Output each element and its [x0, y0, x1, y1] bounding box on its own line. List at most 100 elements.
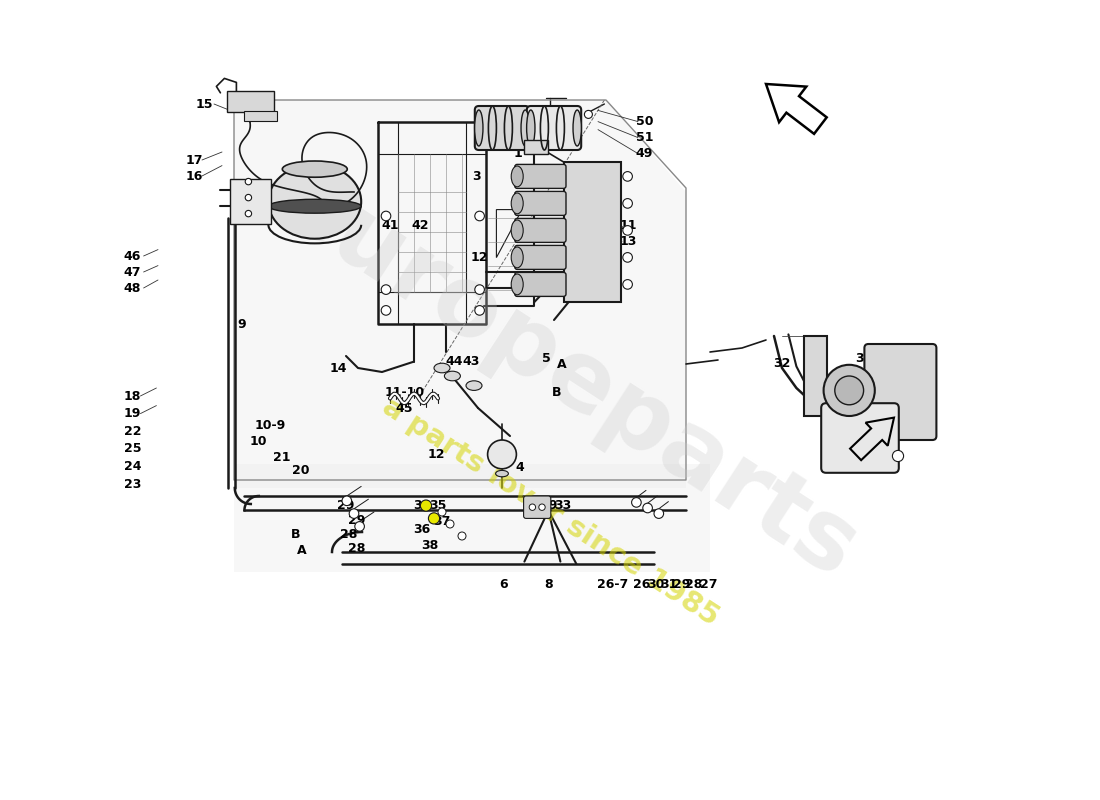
- Text: 35: 35: [429, 499, 447, 512]
- Text: 6: 6: [499, 578, 508, 590]
- Ellipse shape: [512, 247, 524, 268]
- Text: 21: 21: [273, 451, 290, 464]
- Text: 3: 3: [472, 170, 481, 182]
- Text: 19: 19: [123, 407, 141, 420]
- Text: 15: 15: [196, 98, 213, 110]
- Text: 28: 28: [348, 542, 365, 555]
- Text: B: B: [551, 386, 561, 398]
- Text: 33: 33: [554, 499, 571, 512]
- Circle shape: [623, 198, 632, 208]
- Text: 37: 37: [433, 515, 451, 528]
- Text: 26: 26: [634, 578, 651, 590]
- Circle shape: [245, 194, 252, 201]
- Circle shape: [475, 211, 484, 221]
- Text: 31: 31: [660, 578, 678, 590]
- Text: 31: 31: [855, 352, 872, 365]
- Circle shape: [623, 253, 632, 262]
- Text: 1: 1: [514, 147, 522, 160]
- Text: 11-10: 11-10: [384, 386, 425, 398]
- FancyBboxPatch shape: [865, 344, 936, 440]
- Text: 11: 11: [619, 219, 637, 232]
- Text: 29: 29: [673, 578, 691, 590]
- Text: 36: 36: [414, 523, 430, 536]
- FancyBboxPatch shape: [515, 246, 566, 270]
- Text: 25: 25: [123, 442, 141, 455]
- Ellipse shape: [466, 381, 482, 390]
- Text: A: A: [297, 544, 307, 557]
- Text: 18: 18: [123, 390, 141, 402]
- Circle shape: [342, 496, 352, 506]
- Circle shape: [349, 509, 359, 518]
- Ellipse shape: [434, 363, 450, 373]
- Ellipse shape: [512, 166, 524, 186]
- Ellipse shape: [512, 274, 524, 294]
- Text: 45: 45: [396, 402, 414, 414]
- Text: B: B: [290, 528, 300, 541]
- Bar: [524, 139, 548, 154]
- Text: 41: 41: [382, 219, 398, 232]
- Circle shape: [382, 306, 390, 315]
- Text: 12: 12: [471, 251, 488, 264]
- FancyBboxPatch shape: [227, 91, 274, 112]
- Text: A: A: [558, 358, 566, 371]
- Text: 23: 23: [123, 478, 141, 490]
- Circle shape: [428, 513, 440, 524]
- Text: europeparts: europeparts: [260, 154, 876, 598]
- Text: 10: 10: [250, 435, 266, 448]
- Circle shape: [487, 440, 516, 469]
- Text: 44: 44: [446, 355, 463, 368]
- Text: 27: 27: [700, 578, 717, 590]
- Ellipse shape: [521, 110, 529, 146]
- FancyBboxPatch shape: [515, 164, 566, 189]
- Text: 12: 12: [428, 448, 446, 461]
- Circle shape: [623, 226, 632, 235]
- Circle shape: [892, 450, 903, 462]
- Circle shape: [382, 285, 390, 294]
- Ellipse shape: [512, 193, 524, 214]
- Circle shape: [654, 509, 663, 518]
- Text: 42: 42: [411, 219, 429, 232]
- Text: 30: 30: [647, 578, 664, 590]
- FancyBboxPatch shape: [475, 106, 529, 150]
- Circle shape: [631, 498, 641, 507]
- Circle shape: [835, 376, 864, 405]
- FancyBboxPatch shape: [515, 218, 566, 242]
- FancyBboxPatch shape: [515, 272, 566, 297]
- Ellipse shape: [268, 165, 361, 238]
- Circle shape: [420, 500, 431, 511]
- Circle shape: [245, 210, 252, 217]
- Text: 29: 29: [540, 499, 557, 512]
- Polygon shape: [234, 464, 710, 572]
- Ellipse shape: [474, 110, 483, 146]
- FancyBboxPatch shape: [527, 106, 581, 150]
- Text: 28: 28: [340, 528, 358, 541]
- FancyBboxPatch shape: [230, 179, 271, 224]
- Text: 47: 47: [123, 266, 141, 278]
- Ellipse shape: [268, 199, 361, 214]
- FancyBboxPatch shape: [243, 111, 277, 121]
- Text: 17: 17: [185, 154, 202, 166]
- Text: 5: 5: [541, 352, 550, 365]
- Circle shape: [529, 504, 536, 510]
- Text: 20: 20: [292, 464, 309, 477]
- Circle shape: [623, 171, 632, 181]
- Text: 40: 40: [565, 219, 583, 232]
- Circle shape: [623, 280, 632, 290]
- Text: 50: 50: [636, 115, 653, 128]
- Text: 8: 8: [544, 578, 552, 590]
- Text: 51: 51: [636, 131, 653, 144]
- Text: 14: 14: [329, 362, 346, 374]
- Ellipse shape: [527, 110, 535, 146]
- Text: 9: 9: [238, 318, 246, 330]
- Circle shape: [446, 520, 454, 528]
- Text: 13: 13: [619, 235, 637, 248]
- Text: 43: 43: [463, 355, 481, 368]
- Text: 29: 29: [348, 514, 365, 526]
- Ellipse shape: [512, 220, 524, 241]
- Circle shape: [824, 365, 874, 416]
- Text: 26-7: 26-7: [597, 578, 628, 590]
- FancyBboxPatch shape: [524, 496, 551, 518]
- FancyBboxPatch shape: [515, 191, 566, 215]
- Text: 24: 24: [123, 460, 141, 473]
- Circle shape: [382, 211, 390, 221]
